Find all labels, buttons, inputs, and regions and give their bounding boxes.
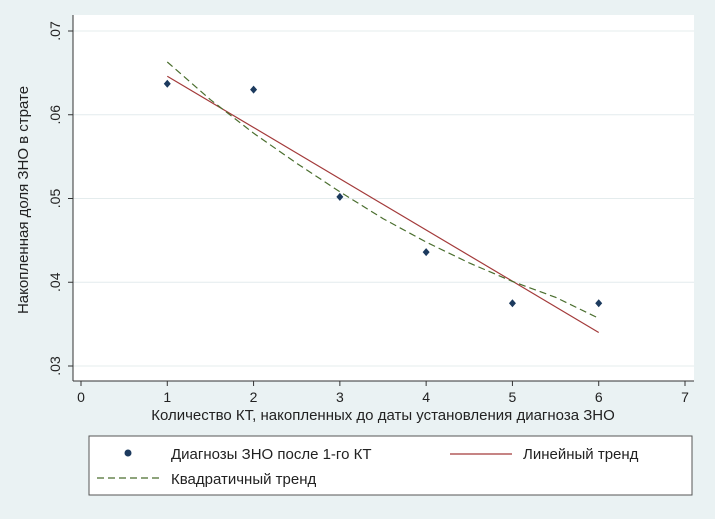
legend-label-quadratic: Квадратичный тренд: [171, 471, 317, 488]
data-point: [508, 299, 516, 308]
data-point: [163, 79, 171, 88]
legend-box: [88, 435, 693, 496]
y-tick-label: .03: [47, 356, 63, 376]
x-tick-label: 4: [422, 389, 430, 405]
x-tick-label: 5: [509, 389, 517, 405]
series-layer: [163, 61, 603, 334]
axes: .03 .04 .05 .06 .07 0 1 2 3 4 5 6 7: [47, 15, 694, 405]
data-point: [595, 299, 603, 308]
data-point: [250, 85, 258, 94]
x-axis-title: Количество КТ, накопленных до даты устан…: [151, 407, 615, 424]
y-tick-label: .04: [47, 272, 63, 292]
x-tick-label: 1: [163, 389, 171, 405]
x-tick-label: 2: [250, 389, 258, 405]
x-tick-label: 7: [681, 389, 689, 405]
legend-marker-points: [124, 449, 132, 457]
y-tick-label: .06: [47, 105, 63, 125]
legend-label-linear: Линейный тренд: [523, 446, 639, 463]
y-tick-label: .07: [47, 21, 63, 41]
x-tick-label: 6: [595, 389, 603, 405]
data-point: [422, 248, 430, 257]
x-tick-label: 3: [336, 389, 344, 405]
y-axis-title: Накопленная доля ЗНО в страте: [15, 86, 32, 314]
quadratic-trend-line: [166, 61, 599, 319]
grid-lines: [73, 30, 694, 367]
linear-trend-line: [166, 75, 600, 334]
data-point: [336, 192, 344, 201]
y-tick-label: .05: [47, 189, 63, 209]
legend-label-points: Диагнозы ЗНО после 1-го КТ: [171, 446, 371, 463]
x-tick-label: 0: [77, 389, 85, 405]
legend: Диагнозы ЗНО после 1-го КТ Линейный трен…: [88, 435, 693, 496]
